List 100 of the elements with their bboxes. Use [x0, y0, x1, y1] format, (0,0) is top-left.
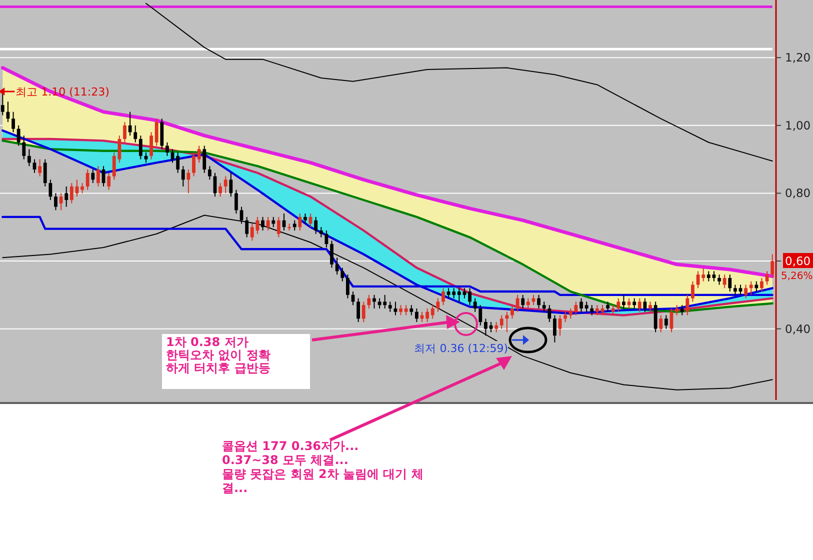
candlestick — [426, 308, 430, 323]
candlestick — [170, 148, 174, 164]
candlestick — [542, 301, 546, 312]
candlestick — [590, 304, 594, 316]
candlestick — [22, 135, 26, 160]
candlestick — [107, 172, 111, 190]
candlestick — [654, 301, 658, 333]
candlestick — [410, 304, 414, 316]
candlestick — [356, 298, 360, 323]
candlestick — [754, 280, 758, 292]
candlestick — [340, 267, 344, 282]
candlestick — [59, 192, 63, 211]
annotation: 1차 0.38 저가 한틱오차 없이 정확 하게 터치후 급반등 — [166, 335, 270, 375]
candlestick — [765, 270, 769, 286]
candlestick — [48, 179, 52, 200]
candlestick — [154, 118, 158, 146]
candlestick — [372, 294, 376, 309]
candlestick — [181, 166, 185, 187]
candlestick — [702, 267, 706, 282]
candlestick — [675, 304, 678, 316]
candlestick — [718, 274, 721, 286]
candlestick — [91, 168, 95, 184]
y-tick-label: 1,20 — [785, 50, 811, 65]
candlestick — [584, 301, 588, 312]
candlestick — [558, 314, 562, 336]
candlestick — [728, 274, 732, 292]
text: 5,26% — [781, 271, 813, 282]
candlestick — [134, 124, 138, 143]
y-tick-label: 0,40 — [785, 322, 811, 336]
candlestick — [388, 301, 392, 312]
candlestick — [414, 308, 418, 323]
candlestick — [166, 142, 169, 156]
candlestick — [462, 288, 466, 299]
candlestick — [616, 298, 620, 312]
candlestick — [760, 277, 764, 292]
candlestick — [192, 152, 196, 177]
candlestick — [537, 294, 540, 309]
candlestick — [319, 226, 323, 238]
candlestick — [478, 304, 482, 326]
candlestick — [489, 322, 493, 333]
candlestick — [404, 304, 408, 316]
candlestick — [442, 288, 445, 306]
candlestick — [138, 135, 142, 160]
candlestick — [516, 294, 520, 312]
candlestick — [632, 298, 636, 309]
candlestick — [378, 298, 382, 309]
candlestick — [399, 304, 402, 316]
candlestick — [494, 322, 498, 333]
candlestick — [70, 182, 74, 204]
candlestick — [568, 308, 572, 320]
candlestick — [176, 152, 180, 174]
candlestick — [521, 294, 525, 309]
candlestick — [144, 152, 148, 164]
candlestick — [580, 298, 583, 312]
candlestick — [595, 304, 599, 316]
candlestick — [367, 294, 371, 309]
candlestick — [446, 288, 450, 299]
candlestick — [691, 280, 694, 302]
candlestick — [128, 111, 132, 136]
candlestick — [54, 192, 58, 211]
candlestick — [86, 168, 90, 190]
candlestick — [202, 145, 206, 174]
candlestick — [664, 314, 668, 330]
candlestick — [298, 213, 302, 232]
candlestick — [436, 298, 440, 312]
candlestick — [218, 182, 222, 198]
candlestick — [500, 314, 504, 330]
candlestick — [276, 216, 280, 238]
candlestick — [304, 213, 307, 224]
candlestick — [553, 314, 556, 343]
candlestick — [722, 274, 726, 289]
candlestick — [648, 301, 652, 312]
candlestick — [383, 294, 387, 309]
candlestick — [43, 158, 47, 187]
line-series — [145, 2, 773, 162]
candlestick — [686, 294, 690, 316]
candlestick — [123, 122, 126, 143]
candlestick — [150, 132, 153, 160]
candlestick — [186, 168, 190, 194]
candlestick — [526, 298, 530, 309]
candlestick — [208, 166, 212, 180]
candlestick — [680, 304, 684, 316]
candlestick — [197, 145, 201, 164]
candlestick — [638, 298, 642, 312]
candlestick — [733, 284, 737, 296]
candlestick — [574, 301, 578, 316]
candlestick — [12, 111, 15, 133]
candlestick — [744, 284, 748, 299]
candlestick — [32, 158, 36, 174]
candlestick — [770, 254, 774, 278]
annotation: 최저 0.36 (12:59) — [414, 342, 508, 355]
candlestick — [659, 314, 663, 333]
candlestick — [643, 298, 647, 312]
candlestick — [627, 298, 631, 309]
candlestick — [394, 301, 398, 316]
y-tick-label: 0,60 — [785, 254, 811, 268]
candlestick — [27, 148, 31, 167]
candlestick — [505, 311, 509, 333]
candlestick — [229, 172, 233, 198]
candlestick — [346, 274, 350, 299]
